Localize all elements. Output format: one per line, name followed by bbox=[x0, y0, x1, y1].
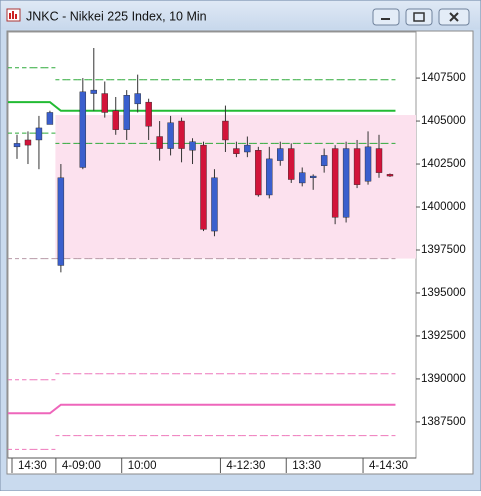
candle-body bbox=[101, 93, 108, 113]
app-icon bbox=[6, 8, 21, 22]
candle-body bbox=[211, 177, 218, 232]
candle-body bbox=[134, 93, 141, 105]
candle-body bbox=[112, 110, 119, 130]
candle-body bbox=[123, 95, 130, 130]
maximize-button[interactable] bbox=[405, 8, 433, 26]
candle-body bbox=[145, 101, 152, 127]
plot bbox=[8, 47, 417, 450]
x-tick-label: 13:30 bbox=[292, 460, 321, 472]
level-line bbox=[8, 403, 396, 415]
candle-body bbox=[178, 120, 185, 149]
close-icon bbox=[449, 12, 459, 22]
candle-body bbox=[353, 148, 361, 185]
y-tick-label: 1405000 bbox=[421, 115, 466, 127]
window-title: JNKC - Nikkei 225 Index, 10 Min bbox=[26, 9, 207, 23]
candle-body bbox=[233, 148, 240, 154]
candle-body bbox=[13, 143, 21, 148]
y-tick-label: 1392500 bbox=[421, 330, 466, 342]
candle-body bbox=[189, 141, 196, 151]
candle-body bbox=[35, 127, 43, 141]
title-bar bbox=[1, 1, 480, 29]
candle-body bbox=[375, 148, 383, 173]
y-tick-label: 1397500 bbox=[421, 244, 466, 256]
window-buttons[interactable] bbox=[372, 8, 470, 26]
candle-body bbox=[90, 89, 97, 94]
candle-body bbox=[386, 174, 394, 177]
y-tick-label: 1390000 bbox=[421, 373, 466, 385]
candle-body bbox=[200, 144, 207, 230]
x-tick-label: 10:00 bbox=[128, 460, 157, 472]
candle-body bbox=[309, 175, 317, 178]
y-tick-label: 1400000 bbox=[421, 201, 466, 213]
candle-body bbox=[277, 148, 284, 161]
x-tick-label: 4-12:30 bbox=[226, 460, 265, 472]
candle-body bbox=[364, 146, 372, 182]
y-tick-label: 1407500 bbox=[421, 72, 466, 84]
candle-body bbox=[46, 112, 54, 125]
y-tick-label: 1395000 bbox=[421, 287, 466, 299]
candle-body bbox=[57, 177, 65, 266]
candle-body bbox=[255, 150, 262, 196]
candle-body bbox=[342, 148, 350, 218]
x-tick-label: 4-14:30 bbox=[369, 460, 408, 472]
candle-body bbox=[167, 122, 174, 149]
maximize-icon bbox=[413, 12, 425, 22]
candle-body bbox=[288, 148, 295, 180]
candle-body bbox=[222, 120, 229, 141]
candle-body bbox=[24, 139, 32, 146]
x-tick-label: 4-09:00 bbox=[62, 460, 101, 472]
candle-body bbox=[320, 155, 328, 166]
zone bbox=[55, 115, 417, 259]
candle-body bbox=[266, 158, 273, 196]
minimize-button[interactable] bbox=[372, 8, 400, 26]
y-tick-label: 1402500 bbox=[421, 158, 466, 170]
level-line bbox=[8, 101, 396, 112]
candle-body bbox=[244, 144, 251, 153]
y-tick-label: 1387500 bbox=[421, 416, 466, 428]
axes: 1387500 1390000 1392500 1395000 1397500 14000… bbox=[8, 72, 466, 473]
candle-body bbox=[156, 136, 163, 149]
minimize-icon bbox=[381, 18, 390, 20]
candle-body bbox=[79, 91, 87, 168]
x-tick-label: 14:30 bbox=[18, 460, 47, 472]
candle-body bbox=[331, 148, 339, 218]
candle-body bbox=[299, 172, 306, 184]
